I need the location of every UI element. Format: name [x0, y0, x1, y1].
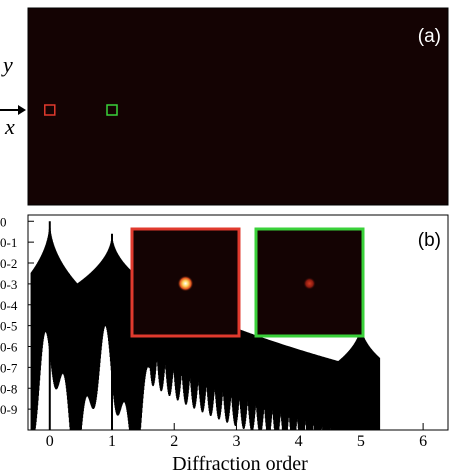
- y-tick-label: 0-3: [0, 277, 17, 292]
- x-tick-label: 1: [108, 433, 116, 450]
- y-tick-label: 0-8: [0, 381, 17, 396]
- x-tick-label: 6: [419, 433, 427, 450]
- y-tick-label: 0-5: [0, 319, 17, 334]
- x-axis-title: Diffraction order: [172, 453, 308, 474]
- x-tick-label: 5: [357, 433, 365, 450]
- marker-order-0: [44, 104, 56, 116]
- inset-2: [254, 227, 365, 338]
- y-axis-ticks: 0 0-1 0-2 0-3 0-4 0-5 0-6 0-7 0-8 0-9: [0, 214, 34, 417]
- diffraction-spot: [303, 277, 316, 290]
- marker-order-1: [106, 104, 118, 116]
- y-tick-label: 0: [0, 214, 7, 229]
- y-tick-label: 0-7: [0, 360, 18, 375]
- x-tick-label: 2: [170, 433, 178, 450]
- x-tick-label: 0: [46, 433, 54, 450]
- panel-a-image: [27, 7, 449, 206]
- panel-b-label: (b): [418, 230, 441, 251]
- panel-b: 0 0-1 0-2 0-3 0-4 0-5 0-6 0-7 0-8 0-9 0 1 2 3 4 5 6 (b)…: [0, 214, 449, 474]
- y-tick-label: 0-9: [0, 402, 17, 417]
- y-tick-label: 0-2: [0, 256, 17, 271]
- y-tick-label: 0-1: [0, 235, 17, 250]
- y-tick-label: 0-4: [0, 298, 18, 313]
- diffraction-spot: [177, 275, 194, 292]
- y-tick-label: 0-6: [0, 340, 18, 355]
- insets: [130, 227, 365, 338]
- panel-a-label: (a): [418, 26, 441, 47]
- x-tick-label: 3: [232, 433, 240, 450]
- panel-a: (a) y x: [0, 7, 449, 206]
- x-axis-letter: x: [4, 114, 15, 139]
- x-axis-ticks: 0 1 2 3 4 5 6: [46, 423, 427, 450]
- inset-1: [130, 227, 241, 338]
- x-tick-label: 4: [295, 433, 303, 450]
- y-axis-letter: y: [1, 52, 13, 77]
- panel-a-markers: [44, 104, 118, 116]
- x-direction-arrow: [0, 105, 26, 115]
